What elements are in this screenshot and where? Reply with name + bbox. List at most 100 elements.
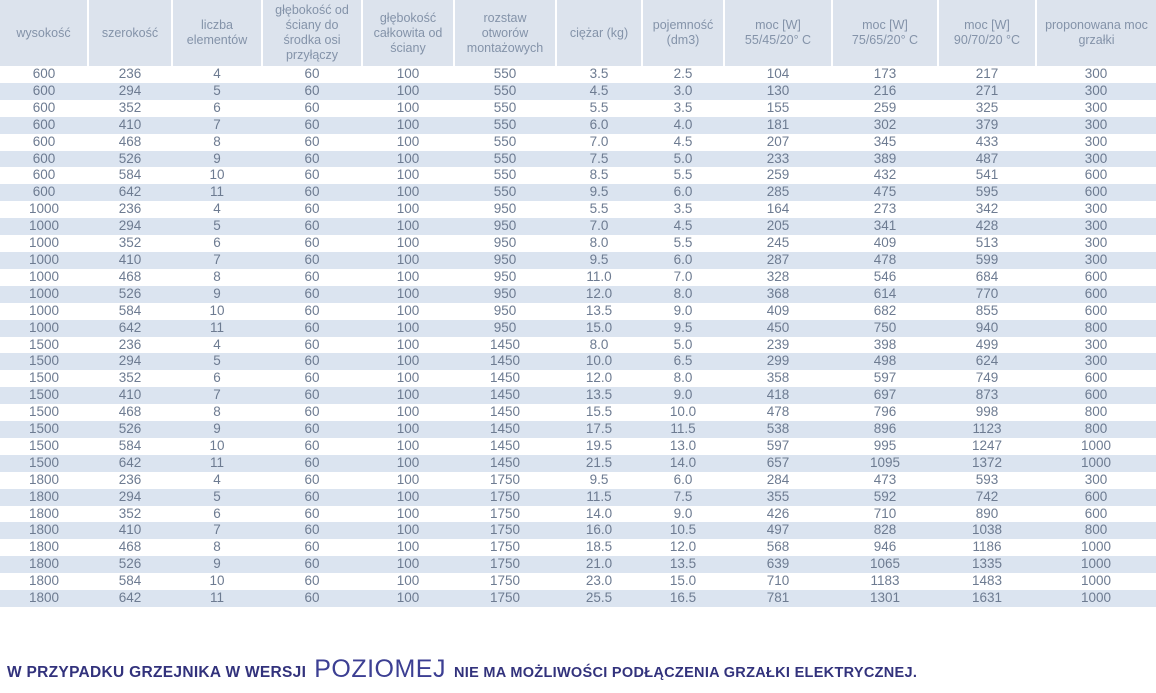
- table-cell: 10.0: [585, 353, 613, 369]
- table-cell: 550: [493, 66, 517, 81]
- table-row: 600 410 7 60 100 550 6.0 4.0 181 302 379 300: [0, 116, 1156, 134]
- table-cell: 541: [975, 167, 999, 183]
- table-cell: 4: [213, 471, 221, 487]
- column-header-6: ciężar (kg): [555, 0, 642, 66]
- table-cell: 358: [766, 370, 790, 386]
- table-cell: 155: [766, 99, 790, 115]
- table-cell: 950: [493, 302, 517, 318]
- table-cell: 584: [118, 437, 142, 453]
- table-cell: 14.0: [669, 454, 697, 470]
- table-cell: 100: [396, 82, 420, 98]
- table-cell: 1183: [870, 573, 900, 589]
- table-cell: 9.0: [673, 387, 693, 403]
- table-cell: 3.5: [589, 66, 609, 81]
- table-cell: 300: [1084, 116, 1108, 132]
- column-header-2: liczba elementów: [171, 0, 262, 66]
- table-cell: 3.0: [673, 82, 693, 98]
- table-cell: 19.5: [585, 437, 613, 453]
- table-cell: 600: [32, 116, 56, 132]
- table-cell: 5: [213, 353, 221, 369]
- table-cell: 355: [766, 488, 790, 504]
- table-cell: 100: [396, 302, 420, 318]
- table-cell: 1450: [489, 404, 521, 420]
- table-cell: 770: [975, 285, 999, 301]
- table-cell: 100: [396, 66, 420, 81]
- table-row: 1800 294 5 60 100 1750 11.5 7.5 355 592 742 600: [0, 488, 1156, 506]
- table-cell: 60: [304, 66, 320, 81]
- table-cell: 300: [1084, 353, 1108, 369]
- table-cell: 890: [975, 505, 999, 521]
- table-cell: 8.0: [589, 235, 609, 251]
- table-cell: 11.5: [670, 421, 696, 437]
- table-cell: 100: [396, 505, 420, 521]
- table-cell: 60: [304, 201, 320, 217]
- table-cell: 473: [873, 471, 897, 487]
- table-cell: 550: [493, 99, 517, 115]
- table-row: 1800 526 9 60 100 1750 21.0 13.5 639 1065 1335 1000: [0, 556, 1156, 574]
- table-cell: 546: [873, 268, 897, 284]
- table-cell: 432: [873, 167, 897, 183]
- table-row: 1500 468 8 60 100 1450 15.5 10.0 478 796 998 800: [0, 404, 1156, 421]
- table-cell: 100: [396, 336, 420, 352]
- table-cell: 1750: [489, 590, 521, 606]
- table-cell: 1800: [28, 505, 60, 521]
- table-cell: 642: [118, 184, 142, 200]
- table-cell: 8.0: [589, 336, 609, 352]
- table-cell: 1301: [869, 590, 901, 606]
- table-header-row: wysokość szerokość liczba elementów głęboko…: [0, 0, 1156, 66]
- table-cell: 657: [766, 454, 790, 470]
- table-cell: 600: [1084, 184, 1108, 200]
- table-cell: 12.0: [585, 370, 613, 386]
- table-cell: 538: [766, 421, 790, 437]
- table-cell: 498: [873, 353, 897, 369]
- table-cell: 328: [766, 268, 790, 284]
- table-cell: 12.0: [585, 285, 613, 301]
- table-cell: 100: [396, 471, 420, 487]
- table-cell: 950: [493, 285, 517, 301]
- table-cell: 1800: [28, 488, 60, 504]
- table-cell: 1450: [489, 353, 521, 369]
- table-cell: 568: [766, 539, 790, 555]
- table-cell: 352: [118, 235, 142, 251]
- table-cell: 8.0: [673, 370, 693, 386]
- table-cell: 600: [1084, 488, 1108, 504]
- table-cell: 60: [304, 454, 320, 470]
- table-cell: 950: [493, 319, 517, 335]
- table-row: 1500 584 10 60 100 1450 19.5 13.0 597 995 1247 1000: [0, 438, 1156, 455]
- table-cell: 550: [493, 167, 517, 183]
- table-cell: 60: [304, 556, 320, 572]
- table-cell: 1450: [489, 387, 521, 403]
- table-cell: 10: [209, 573, 225, 589]
- table-cell: 100: [396, 437, 420, 453]
- table-cell: 300: [1084, 99, 1108, 115]
- column-header-9: moc [W] 75/65/20° C: [831, 0, 938, 66]
- table-cell: 1000: [28, 302, 60, 318]
- table-cell: 5: [213, 488, 221, 504]
- table-cell: 584: [118, 573, 142, 589]
- table-cell: 5.5: [673, 235, 693, 251]
- table-cell: 60: [304, 471, 320, 487]
- table-cell: 60: [304, 99, 320, 115]
- table-cell: 9.5: [589, 251, 609, 267]
- table-cell: 1750: [489, 573, 521, 589]
- table-cell: 9.5: [673, 319, 693, 335]
- table-cell: 5: [213, 82, 221, 98]
- table-cell: 60: [304, 133, 320, 149]
- table-cell: 468: [118, 404, 142, 420]
- table-cell: 25.5: [585, 590, 613, 606]
- table-cell: 1247: [971, 437, 1003, 453]
- table-cell: 352: [118, 370, 142, 386]
- table-cell: 60: [304, 235, 320, 251]
- table-cell: 239: [766, 336, 790, 352]
- table-cell: 682: [873, 302, 897, 318]
- table-cell: 1750: [489, 488, 521, 504]
- table-row: 1000 584 10 60 100 950 13.5 9.0 409 682 855 600: [0, 303, 1156, 320]
- table-cell: 998: [975, 404, 999, 420]
- table-cell: 15.5: [585, 404, 613, 420]
- table-cell: 13.5: [669, 556, 697, 572]
- table-cell: 60: [304, 319, 320, 335]
- table-cell: 593: [975, 471, 999, 487]
- table-cell: 550: [493, 184, 517, 200]
- table-row: 1500 642 11 60 100 1450 21.5 14.0 657 1095 1372 100…: [0, 454, 1156, 472]
- table-cell: 21.0: [585, 556, 613, 572]
